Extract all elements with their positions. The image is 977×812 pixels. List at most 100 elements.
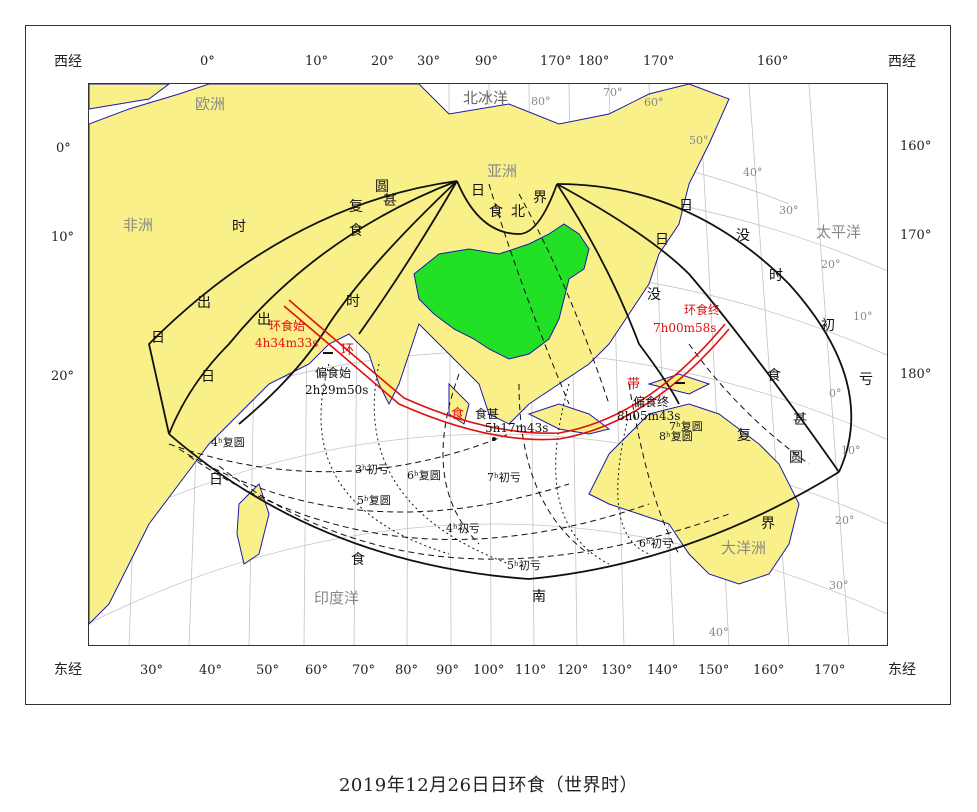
boundary-char: 南 xyxy=(532,589,546,605)
lat-label: 20° xyxy=(821,258,841,271)
europe-label: 欧洲 xyxy=(195,95,225,113)
contact-5-last-label: 5ʰ复圆 xyxy=(357,493,391,507)
boundary-char: 出 xyxy=(197,295,211,311)
lat-label: 40° xyxy=(709,626,729,639)
greatest-label: 食甚 xyxy=(475,406,499,421)
boundary-char: 日 xyxy=(151,330,165,346)
boundary-char: 复 xyxy=(737,427,751,444)
latitude-labels: 80° 70° 60° 50° 40° 30° 20° 10° 0° 10° 2… xyxy=(531,86,873,639)
lat-label: 10° xyxy=(841,444,861,457)
bottom-tick-label: 50° xyxy=(256,663,280,678)
boundary-char: 没 xyxy=(736,228,750,244)
lat-label: 20° xyxy=(835,514,855,527)
boundary-char: 甚 xyxy=(793,412,807,428)
boundary-char: 界 xyxy=(533,190,547,206)
boundary-char: 时 xyxy=(232,219,246,235)
contact-6-last-label: 6ʰ复圆 xyxy=(407,468,441,482)
partial-start-label: 偏食始 xyxy=(315,365,351,380)
contact-6-first-label: 6ʰ初亏 xyxy=(639,536,673,550)
lat-label: 30° xyxy=(779,204,799,217)
bottom-tick-label: 70° xyxy=(352,663,376,678)
top-tick-label: 90° xyxy=(475,54,499,69)
bottom-tick-label: 120° xyxy=(557,663,589,678)
bottom-tick-label: 60° xyxy=(305,663,329,678)
right-tick-label: 180° xyxy=(900,367,932,382)
bottom-tick-label: 150° xyxy=(698,663,730,678)
boundary-char: 食 xyxy=(349,222,363,239)
top-tick-label: 170° xyxy=(643,54,675,69)
right-tick-label: 170° xyxy=(900,228,932,243)
bottom-tick-label: 90° xyxy=(436,663,460,678)
pacific-label: 太平洋 xyxy=(816,223,861,241)
figure-caption: 2019年12月26日日环食（世界时） xyxy=(338,775,639,796)
band-char: 带 xyxy=(627,377,640,392)
boundary-char: 食 xyxy=(351,551,365,568)
event-annotations: 环食始 4h34m33s 环食终 7h00m58s 偏食始 2h29m50s 偏… xyxy=(255,302,720,435)
annular-end-label: 环食终 xyxy=(684,302,720,317)
top-tick-label: 0° xyxy=(200,54,215,69)
bottom-tick-label: 130° xyxy=(601,663,633,678)
bottom-tick-label: 80° xyxy=(395,663,419,678)
boundary-char: 日 xyxy=(655,232,669,248)
left-tick-label: 10° xyxy=(51,230,75,245)
top-left-hemisphere-label: 西经 xyxy=(54,54,82,70)
boundary-char: 复 xyxy=(349,198,363,215)
boundary-char: 日 xyxy=(471,183,485,199)
boundary-char: 初 xyxy=(821,317,835,334)
lat-label: 80° xyxy=(531,95,551,108)
africa-label: 非洲 xyxy=(123,216,153,234)
eclipse-map: 欧洲 北冰洋 亚洲 非洲 太平洋 印度洋 大洋洲 80° 70° 60° 50°… xyxy=(88,83,888,646)
boundary-char: 时 xyxy=(769,268,783,284)
band-char: 食 xyxy=(451,406,464,422)
bottom-tick-label: 40° xyxy=(199,663,223,678)
top-tick-label: 30° xyxy=(417,54,441,69)
left-tick-label: 20° xyxy=(51,369,75,384)
boundary-char: 甚 xyxy=(383,193,397,209)
contact-8-last-label: 8ʰ复圆 xyxy=(659,429,693,443)
boundary-char: 日 xyxy=(201,369,215,385)
bottom-tick-label: 100° xyxy=(473,663,505,678)
contact-7-first-label: 7ʰ初亏 xyxy=(487,470,521,484)
boundary-char: 食 xyxy=(767,367,781,384)
boundary-char: 圆 xyxy=(375,179,389,195)
event-markers xyxy=(323,352,685,441)
lat-label: 30° xyxy=(829,579,849,592)
top-tick-label: 10° xyxy=(305,54,329,69)
greatest-time: 5h17m43s xyxy=(485,421,548,435)
top-tick-label: 160° xyxy=(757,54,789,69)
boundary-curves xyxy=(148,180,853,580)
band-char: 环 xyxy=(341,343,354,358)
bottom-tick-label: 110° xyxy=(515,663,547,678)
contact-4-last-label: 4ʰ复圆 xyxy=(211,435,245,449)
contact-4-first-label: 4ʰ初亏 xyxy=(446,521,480,535)
contact-labels: 3ʰ初亏 4ʰ初亏 5ʰ初亏 6ʰ初亏 7ʰ初亏 4ʰ复圆 5ʰ复圆 6ʰ复圆 … xyxy=(211,419,703,572)
annular-band xyxy=(283,299,730,441)
china-region xyxy=(413,223,590,360)
top-tick-label: 20° xyxy=(371,54,395,69)
right-tick-label: 160° xyxy=(900,139,932,154)
lat-label: 50° xyxy=(689,134,709,147)
annular-end-time: 7h00m58s xyxy=(653,321,716,335)
map-canvas: 欧洲 北冰洋 亚洲 非洲 太平洋 印度洋 大洋洲 80° 70° 60° 50°… xyxy=(89,84,887,645)
boundary-char-labels: 日 日 出 时 复 圆 出 时 食 甚 日 食 北 界 日 日 没 没 时 初 … xyxy=(151,179,873,605)
bottom-right-hemisphere-label: 东经 xyxy=(888,662,916,678)
bottom-tick-label: 30° xyxy=(140,663,164,678)
boundary-char: 出 xyxy=(257,312,271,328)
boundary-char: 时 xyxy=(346,294,360,310)
partial-start-time: 2h29m50s xyxy=(305,383,368,397)
annular-start-time: 4h34m33s xyxy=(255,336,318,350)
region-labels: 欧洲 北冰洋 亚洲 非洲 太平洋 印度洋 大洋洲 xyxy=(123,89,861,607)
contact-5-first-label: 5ʰ初亏 xyxy=(507,558,541,572)
asia-label: 亚洲 xyxy=(487,162,517,180)
boundary-char: 没 xyxy=(647,287,661,303)
top-tick-label: 180° xyxy=(578,54,610,69)
lat-label: 60° xyxy=(644,96,664,109)
bottom-left-hemisphere-label: 东经 xyxy=(54,662,82,678)
lat-label: 40° xyxy=(743,166,763,179)
bottom-tick-label: 140° xyxy=(647,663,679,678)
boundary-char: 圆 xyxy=(789,450,803,466)
arctic-label: 北冰洋 xyxy=(463,89,508,107)
lat-label: 10° xyxy=(853,310,873,323)
boundary-char: 北 xyxy=(511,204,525,220)
boundary-char: 界 xyxy=(761,516,775,532)
